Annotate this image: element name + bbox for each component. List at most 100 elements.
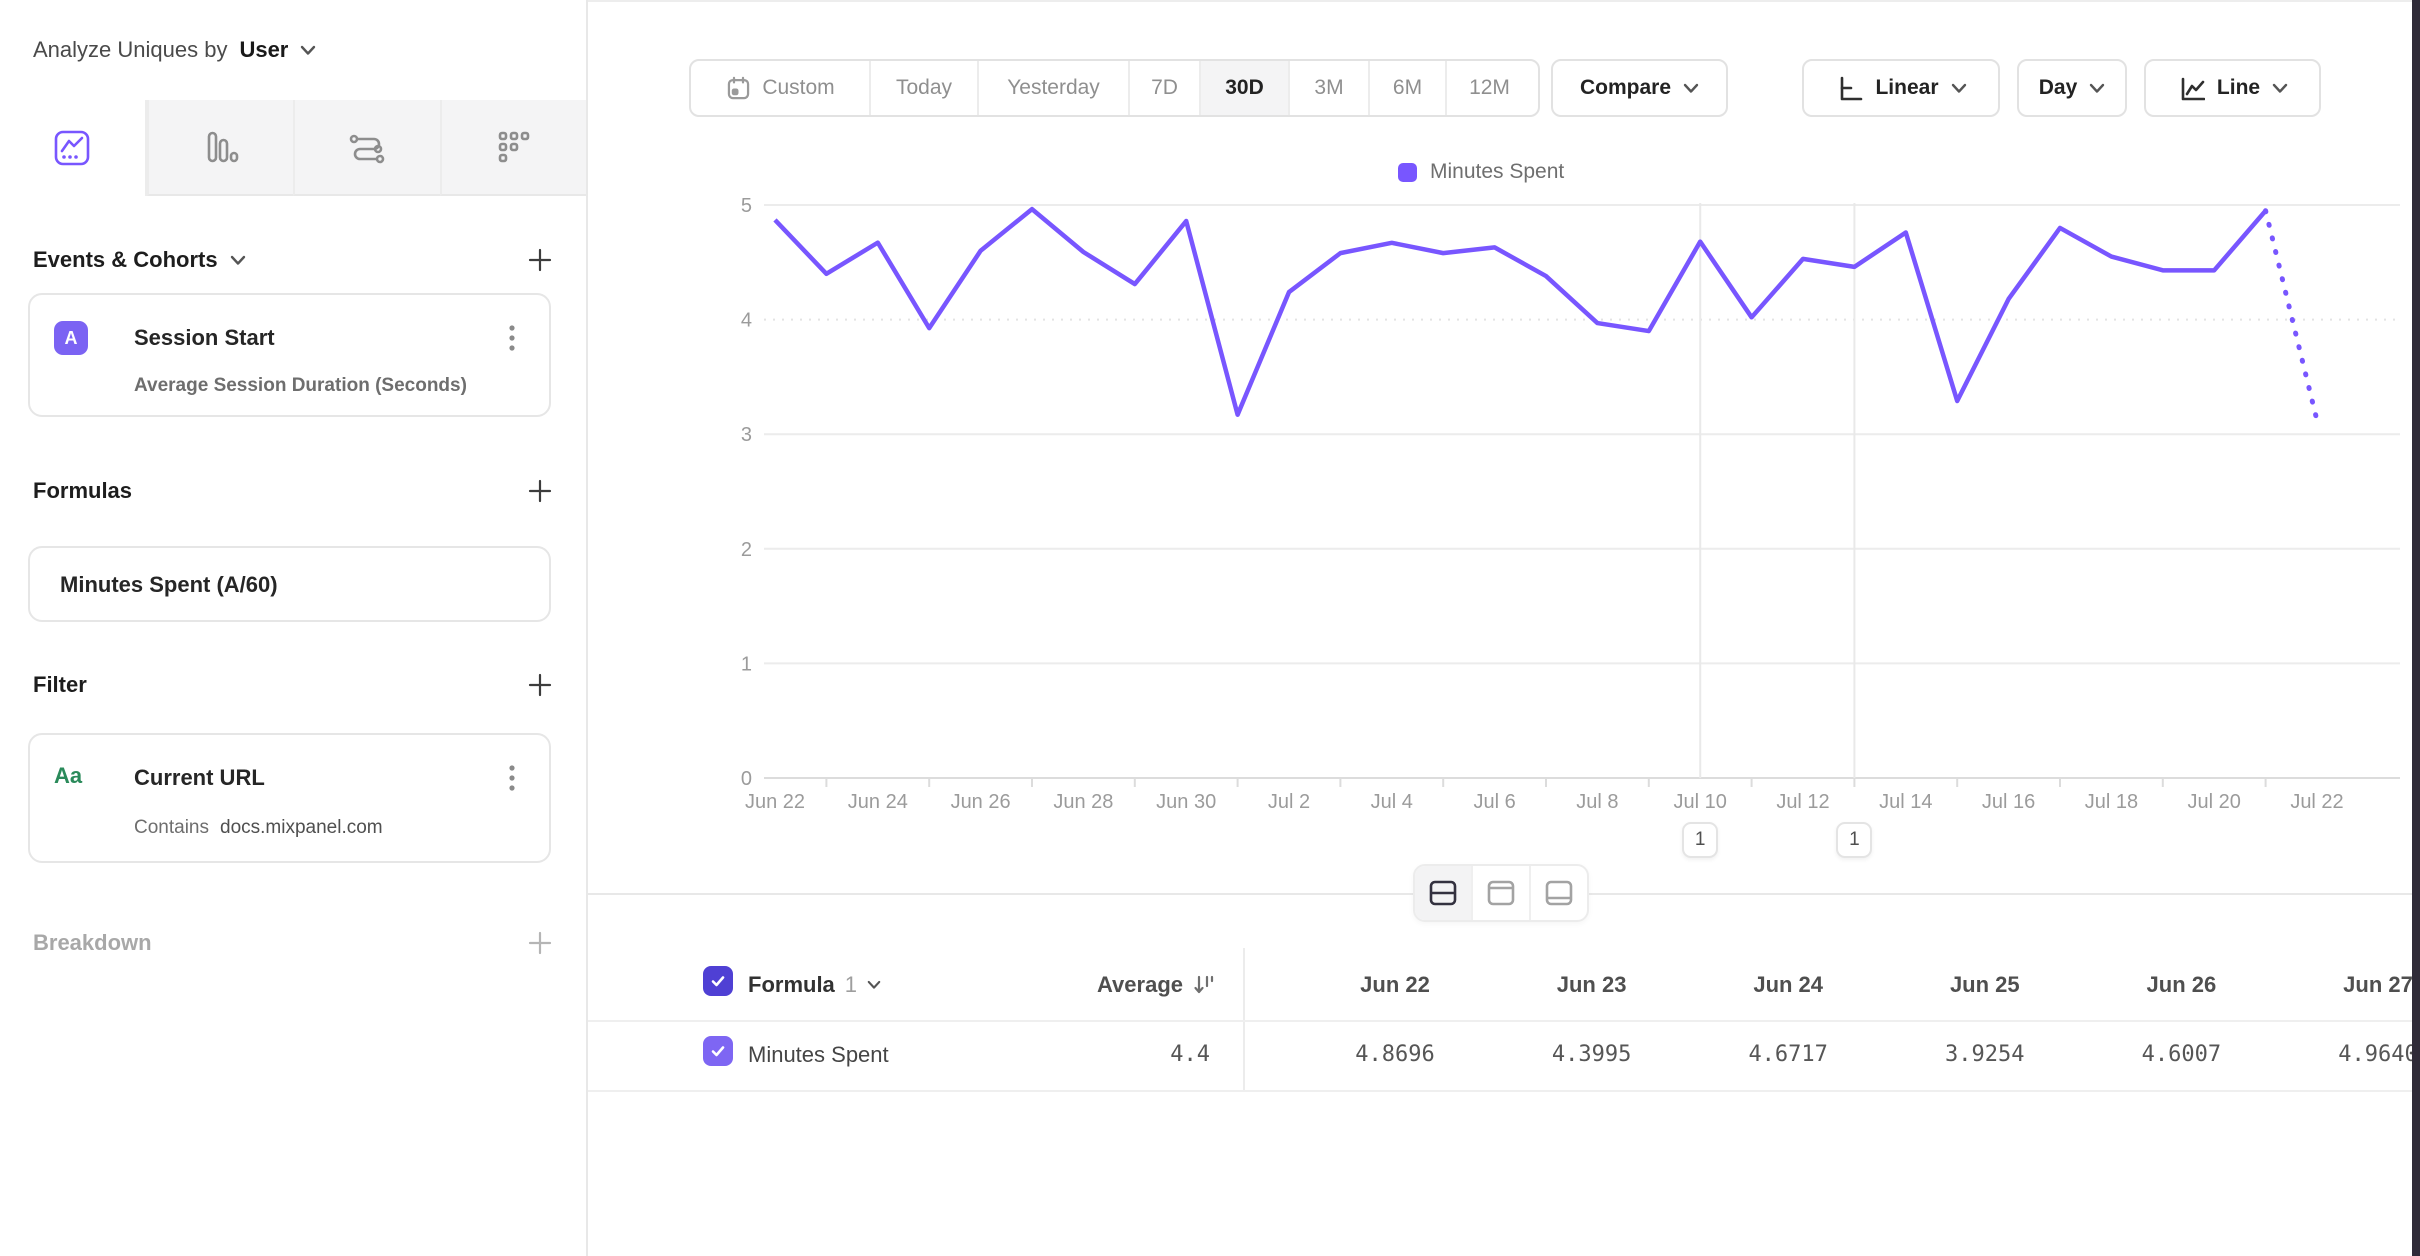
x-axis-tick-label: Jul 22 (2290, 791, 2343, 813)
table-group-header[interactable]: Formula 1 (748, 972, 881, 998)
checkmark-icon (711, 1046, 725, 1057)
row-checkbox[interactable] (703, 1036, 733, 1066)
y-axis-tick-label: 0 (741, 768, 752, 790)
date-range-7d[interactable]: 7D (1130, 61, 1201, 115)
date-range-3m[interactable]: 3M (1290, 61, 1370, 115)
chart-type-button[interactable]: Line (2144, 59, 2321, 117)
filter-card[interactable]: Aa Current URL Contains docs.mixpanel.co… (28, 733, 551, 863)
kebab-menu-icon[interactable] (497, 321, 527, 355)
chart-legend[interactable]: Minutes Spent (1398, 160, 1564, 184)
table-view-icon (1545, 880, 1573, 906)
annotation-badge[interactable]: 1 (1682, 822, 1719, 858)
view-toggle-chart[interactable] (1473, 866, 1531, 920)
compare-button[interactable]: Compare (1551, 59, 1728, 117)
date-range-custom[interactable]: Custom (691, 61, 871, 115)
table-group-index: 1 (844, 972, 858, 997)
table-cell-value: 4.6007 (2141, 1042, 2222, 1067)
event-name[interactable]: Session Start (134, 325, 275, 350)
x-axis-tick-label: Jun 24 (848, 791, 908, 813)
flows-icon (349, 134, 385, 164)
add-formula-button[interactable] (525, 476, 555, 506)
date-range-12m[interactable]: 12M (1447, 61, 1532, 115)
tab-bar-chart[interactable] (146, 100, 293, 196)
bar-chart-icon (207, 131, 239, 163)
table-bottom-divider (588, 1090, 2420, 1092)
filter-value[interactable]: docs.mixpanel.com (220, 817, 383, 838)
filter-section-title: Filter (33, 672, 87, 697)
legend-swatch (1398, 162, 1417, 182)
date-range-30d[interactable]: 30D (1201, 61, 1290, 115)
x-axis-tick-label: Jul 20 (2188, 791, 2241, 813)
date-range-group: Custom Today Yesterday 7D 30D 3M 6M 12M (689, 59, 1540, 117)
view-toggle-split[interactable] (1415, 866, 1473, 920)
table-row-name[interactable]: Minutes Spent (748, 1042, 889, 1067)
formulas-section-title: Formulas (33, 478, 133, 503)
table-column-header: Jun 26 (2146, 972, 2217, 997)
table-header-checkbox[interactable] (703, 966, 733, 996)
line-chart[interactable]: 0 1 2 3 4 5 Jun 22 Jun 24 Jun 26 Jun 28 Jun 30 Jul … (588, 195, 2413, 855)
events-section-header: Events & Cohorts (33, 238, 555, 282)
date-range-label: 30D (1225, 76, 1264, 99)
annotation-badge[interactable]: 1 (1836, 822, 1873, 858)
chart-view-icon (1487, 880, 1515, 906)
x-axis-tick-label: Jul 14 (1879, 791, 1932, 813)
event-aggregation[interactable]: Average Session Duration (Seconds) (134, 375, 467, 396)
chevron-down-icon[interactable] (230, 255, 246, 266)
table-group-label: Formula (748, 972, 835, 997)
table-column-header: Jun 27 (2343, 972, 2413, 997)
table-cell-value: 4.6717 (1748, 1042, 1828, 1067)
add-event-button[interactable] (525, 245, 555, 275)
x-axis-tick-label: Jul 16 (1982, 791, 2035, 813)
scale-button[interactable]: Linear (1802, 59, 2000, 117)
tab-retention[interactable] (439, 100, 586, 196)
table-column-header: Jun 22 (1360, 972, 1430, 997)
table-cell-value: 4.9640 (2338, 1042, 2418, 1067)
view-toggle (1413, 864, 1589, 922)
x-axis-tick-label: Jun 30 (1156, 791, 1216, 813)
linear-axis-icon (1841, 76, 1863, 101)
table-row-average: 4.4 (1170, 1042, 1210, 1067)
line-chart-icon (2181, 77, 2205, 101)
analyze-uniques-value[interactable]: User (239, 37, 289, 62)
compare-label: Compare (1579, 76, 1672, 99)
date-range-6m[interactable]: 6M (1370, 61, 1447, 115)
x-axis-tick-label: Jul 4 (1371, 791, 1413, 813)
event-letter-badge: A (54, 321, 88, 355)
tab-flows[interactable] (293, 100, 440, 196)
formula-card[interactable]: Minutes Spent (A/60) (28, 546, 551, 622)
x-axis-tick-label: Jul 12 (1776, 791, 1829, 813)
interval-button[interactable]: Day (2017, 59, 2127, 117)
checkmark-icon (711, 976, 725, 987)
table-cell-value: 3.9254 (1945, 1042, 2025, 1067)
view-toggle-table[interactable] (1531, 866, 1587, 920)
x-axis-tick-label: Jul 6 (1473, 791, 1515, 813)
x-axis-tick-label: Jul 18 (2085, 791, 2138, 813)
kebab-menu-icon[interactable] (497, 761, 527, 795)
sort-icon[interactable] (1193, 973, 1215, 997)
table-average-header[interactable]: Average (930, 972, 1215, 998)
chevron-down-icon (301, 45, 316, 55)
chevron-down-icon (2272, 83, 2288, 93)
x-axis-tick-label: Jun 26 (951, 791, 1011, 813)
series-line (773, 206, 2268, 417)
event-card[interactable]: A Session Start Average Session Duration… (28, 293, 551, 417)
add-filter-button[interactable] (525, 670, 555, 700)
tab-insights[interactable] (0, 100, 147, 196)
x-axis-tick-label: Jun 22 (745, 791, 805, 813)
date-range-today[interactable]: Today (871, 61, 979, 115)
legend-label: Minutes Spent (1430, 160, 1565, 183)
window-right-edge (2412, 0, 2420, 1256)
y-axis-tick-label: 5 (741, 195, 752, 217)
y-axis-tick-label: 3 (741, 424, 752, 446)
date-range-yesterday[interactable]: Yesterday (979, 61, 1130, 115)
filter-operator[interactable]: Contains (134, 817, 209, 838)
formula-expression[interactable]: Minutes Spent (A/60) (60, 572, 278, 597)
insights-line-icon (54, 130, 90, 166)
table-column-header: Jun 24 (1753, 972, 1824, 997)
retention-grid-icon (498, 131, 530, 163)
query-builder-sidebar: Analyze Uniques by User (0, 0, 588, 1256)
filter-property-name[interactable]: Current URL (134, 765, 265, 790)
add-breakdown-button[interactable] (525, 928, 555, 958)
breakdown-section-title: Breakdown (33, 930, 152, 955)
